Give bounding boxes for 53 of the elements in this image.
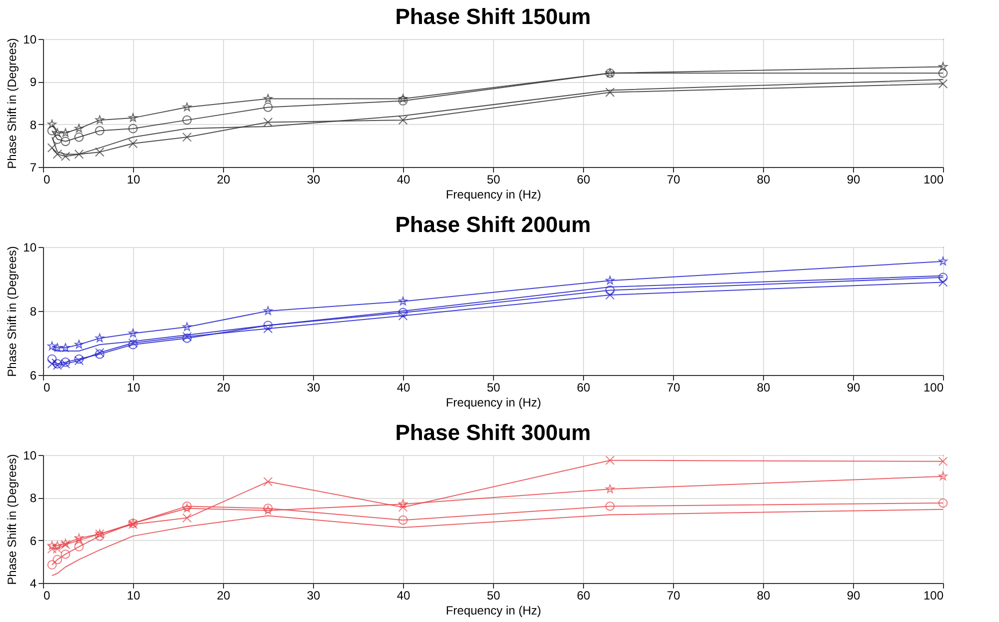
x-tick-label: 0 [44,172,50,186]
y-tick-label: 10 [23,448,37,462]
x-tick-label: 10 [126,380,140,394]
y-axis-title: Phase Shift in (Degrees) [5,38,20,169]
y-tick-label: 6 [30,368,37,382]
x-tick-label: 20 [216,588,230,602]
x-tick-label: 50 [486,172,500,186]
x-tick-label: 50 [486,588,500,602]
y-tick-label: 8 [30,304,37,318]
x-tick-label: 60 [576,380,590,394]
y-tick-label: 8 [30,491,37,506]
x-tick-label: 80 [756,588,770,602]
y-tick-label: 9 [30,75,37,90]
y-tick-label: 10 [23,240,37,254]
x-tick-label: 40 [396,172,410,186]
x-tick-label: 40 [396,380,410,394]
x-tick-label: 60 [576,588,590,602]
x-tick-label: 70 [666,172,680,186]
x-tick-label: 80 [756,172,770,186]
chart-title: Phase Shift 150um [395,4,591,29]
x-tick-label: 30 [306,172,320,186]
x-tick-label: 70 [666,588,680,602]
y-tick-label: 6 [30,534,37,548]
x-tick-label: 0 [44,588,50,602]
chart-title: Phase Shift 200um [395,212,591,237]
x-tick-label: 10 [126,588,140,602]
x-axis-title: Frequency in (Hz) [446,604,542,618]
x-tick-label: 0 [44,380,50,394]
x-tick-label: 70 [666,380,680,394]
x-axis-title: Frequency in (Hz) [446,188,542,202]
x-tick-label: 100 [923,588,944,602]
x-tick-label: 10 [126,172,140,186]
x-tick-label: 30 [306,588,320,602]
x-tick-label: 90 [846,588,860,602]
x-tick-label: 90 [846,380,860,394]
y-axis-title: Phase Shift in (Degrees) [5,454,20,585]
x-tick-label: 20 [216,172,230,186]
y-tick-label: 4 [30,576,37,590]
y-tick-label: 10 [23,32,37,46]
x-tick-label: 40 [396,588,410,602]
chart-title: Phase Shift 300um [395,420,591,445]
x-tick-label: 90 [846,172,860,186]
x-tick-label: 100 [923,380,944,394]
x-tick-label: 20 [216,380,230,394]
x-axis-title: Frequency in (Hz) [446,396,542,410]
x-tick-label: 30 [306,380,320,394]
y-axis-title: Phase Shift in (Degrees) [5,246,20,377]
x-tick-label: 50 [486,380,500,394]
x-tick-label: 100 [923,172,944,186]
y-tick-label: 8 [30,118,37,132]
y-tick-label: 7 [30,160,37,174]
x-tick-label: 60 [576,172,590,186]
x-tick-label: 80 [756,380,770,394]
